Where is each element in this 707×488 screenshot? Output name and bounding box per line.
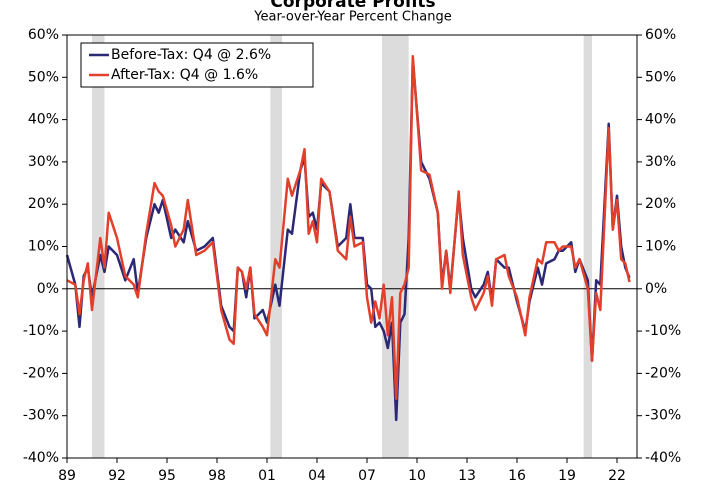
y2-tick-label: 40%: [645, 112, 676, 128]
y-tick-label: 40%: [28, 112, 59, 128]
y2-tick-label: -20%: [645, 365, 681, 381]
y-tick-label: 60%: [28, 27, 59, 43]
y2-tick-label: -30%: [645, 408, 681, 424]
y-tick-label: -40%: [23, 450, 59, 466]
x-tick-label: 01: [258, 468, 276, 484]
y2-tick-label: 20%: [645, 196, 676, 212]
recession-band: [270, 35, 282, 458]
x-tick-label: 04: [308, 468, 326, 484]
y2-tick-label: 30%: [645, 154, 676, 170]
chart-title: Corporate Profits: [270, 0, 435, 12]
y2-tick-label: -10%: [645, 323, 681, 339]
y2-tick-label: -40%: [645, 450, 681, 466]
plot-frame: [66, 34, 638, 459]
chart-subtitle: Year-over-Year Percent Change: [253, 10, 451, 25]
y2-tick-label: 50%: [645, 69, 676, 85]
recession-band: [583, 35, 592, 458]
x-tick-label: 10: [408, 468, 426, 484]
y2-tick-label: 10%: [645, 239, 676, 255]
y2-tick-label: 0%: [645, 281, 667, 297]
legend-box: [80, 42, 314, 88]
x-tick-label: 19: [558, 468, 576, 484]
y-tick-label: 20%: [28, 196, 59, 212]
x-tick-label: 95: [158, 468, 176, 484]
legend-label: Before-Tax: Q4 @ 2.6%: [111, 47, 271, 63]
series-line: [66, 54, 631, 401]
x-tick-label: 92: [108, 468, 126, 484]
y-tick-label: -30%: [23, 408, 59, 424]
y-tick-label: -10%: [23, 323, 59, 339]
legend-label: After-Tax: Q4 @ 1.6%: [111, 67, 258, 83]
y-tick-label: 10%: [28, 239, 59, 255]
y-tick-label: -20%: [23, 365, 59, 381]
y-tick-label: 0%: [37, 281, 59, 297]
x-tick-label: 89: [58, 468, 76, 484]
x-tick-label: 07: [358, 468, 376, 484]
x-tick-label: 22: [608, 468, 626, 484]
x-tick-label: 16: [508, 468, 526, 484]
y-tick-label: 30%: [28, 154, 59, 170]
y2-tick-label: 60%: [645, 27, 676, 43]
y-tick-label: 50%: [28, 69, 59, 85]
x-tick-label: 98: [208, 468, 226, 484]
x-tick-label: 13: [458, 468, 476, 484]
